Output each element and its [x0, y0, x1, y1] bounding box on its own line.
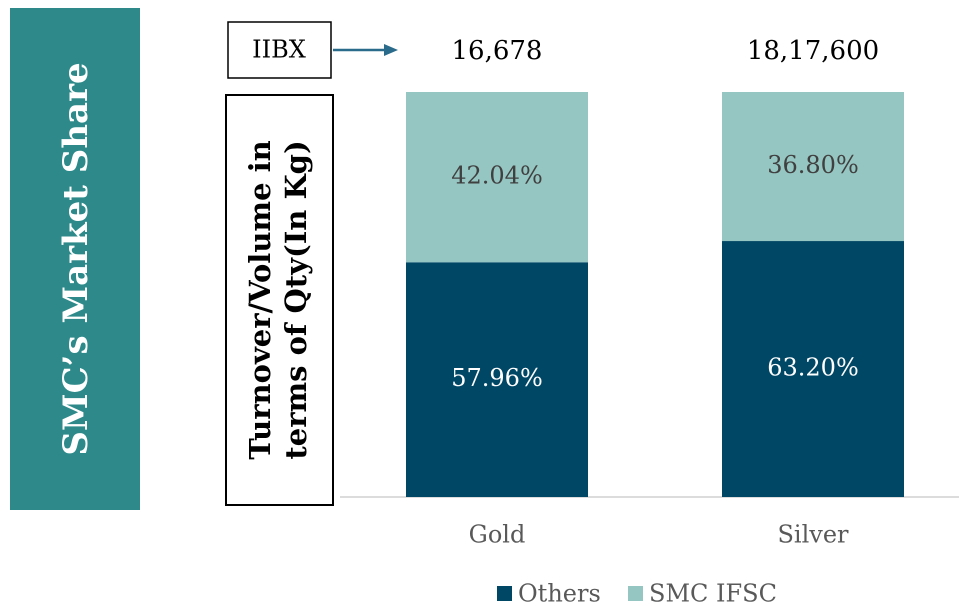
bar-segment	[722, 241, 904, 497]
value-label: 63.20%	[767, 354, 859, 382]
legend-label: SMC IFSC	[649, 580, 777, 606]
totals-box	[227, 21, 332, 79]
total-label: 16,678	[452, 36, 543, 66]
chart-title: SMC’s Market Share	[56, 62, 96, 455]
arrow-head	[384, 44, 398, 56]
value-label: 36.80%	[767, 151, 859, 179]
legend-label: Others	[518, 580, 601, 606]
bar-segment	[722, 92, 904, 242]
title-panel	[10, 8, 140, 510]
y-axis-label: Turnover/Volume interms of Qty(In Kg)	[243, 140, 313, 460]
legend-swatch	[497, 586, 512, 601]
legend-swatch	[628, 586, 643, 601]
bar-segment	[406, 92, 588, 263]
total-label: 18,17,600	[747, 36, 879, 66]
x-tick-label: Silver	[777, 521, 849, 549]
ylabel-box	[225, 94, 334, 506]
value-label: 42.04%	[451, 162, 543, 190]
x-tick-label: Gold	[469, 521, 526, 549]
value-label: 57.96%	[451, 364, 543, 392]
totals-name: IIBX	[252, 36, 306, 64]
bar-segment	[406, 262, 588, 497]
